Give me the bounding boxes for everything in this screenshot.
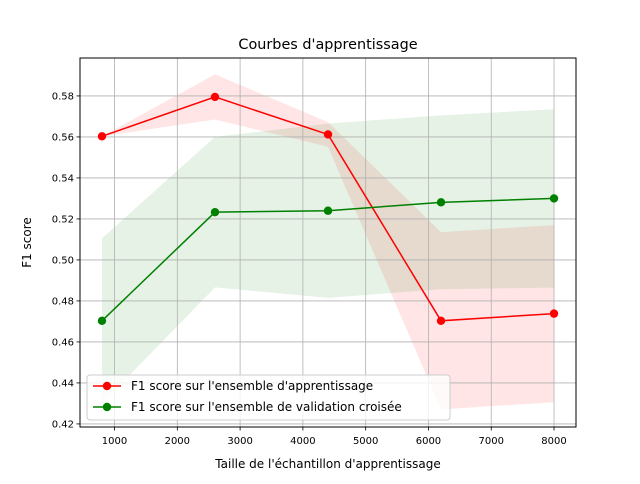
data-point-series-2: [210, 207, 220, 217]
x-tick-label: 8000: [541, 436, 566, 447]
y-tick-label: 0.44: [52, 379, 74, 390]
data-point-series-2: [323, 206, 333, 215]
data-point-series-2: [549, 194, 559, 203]
x-axis-ticks: 1000 2000 3000 4000 5000 6000 7000 8000: [102, 427, 567, 447]
data-point-series-2: [436, 198, 446, 207]
series-markers: [97, 92, 559, 326]
data-point-series-1: [436, 316, 446, 326]
y-tick-label: 0.52: [52, 215, 74, 226]
y-tick-label: 0.50: [52, 256, 74, 267]
data-point-series-1: [210, 92, 220, 102]
legend-marker-2: [102, 402, 112, 412]
x-tick-label: 2000: [165, 436, 190, 447]
x-tick-label: 7000: [479, 436, 504, 447]
confidence-band-series-1: [101, 74, 555, 410]
x-tick-label: 4000: [290, 436, 315, 447]
y-tick-label: 0.58: [52, 92, 74, 103]
x-tick-label: 3000: [227, 436, 252, 447]
y-tick-label: 0.48: [52, 297, 74, 308]
legend-marker-1: [102, 381, 112, 391]
confidence-band-series-2: [101, 109, 555, 404]
legend: F1 score sur l'ensemble d'apprentissage F…: [86, 374, 451, 421]
y-axis-label: F1 score: [20, 217, 34, 268]
data-point-series-2: [97, 316, 107, 326]
data-point-series-1: [97, 132, 107, 141]
legend-box: [86, 374, 451, 421]
y-tick-label: 0.46: [52, 338, 74, 349]
x-tick-label: 6000: [416, 436, 441, 447]
y-tick-label: 0.54: [52, 174, 74, 185]
x-tick-label: 5000: [353, 436, 378, 447]
plot-frame: [79, 57, 577, 428]
y-axis-ticks: 0.42 0.44 0.46 0.48 0.50 0.52 0.54 0.56 0.58: [52, 92, 80, 431]
confidence-bands: [101, 74, 555, 410]
chart-title: Courbes d'apprentissage: [238, 37, 417, 53]
x-tick-label: 1000: [102, 436, 127, 447]
data-point-series-1: [323, 130, 333, 139]
legend-label-1: F1 score sur l'ensemble d'apprentissage: [131, 379, 373, 393]
data-point-series-1: [549, 309, 559, 318]
legend-label-2: F1 score sur l'ensemble de validation cr…: [131, 400, 402, 414]
y-tick-label: 0.42: [52, 420, 74, 431]
y-tick-label: 0.56: [52, 133, 74, 144]
x-axis-label: Taille de l'échantillon d'apprentissage: [214, 457, 440, 471]
